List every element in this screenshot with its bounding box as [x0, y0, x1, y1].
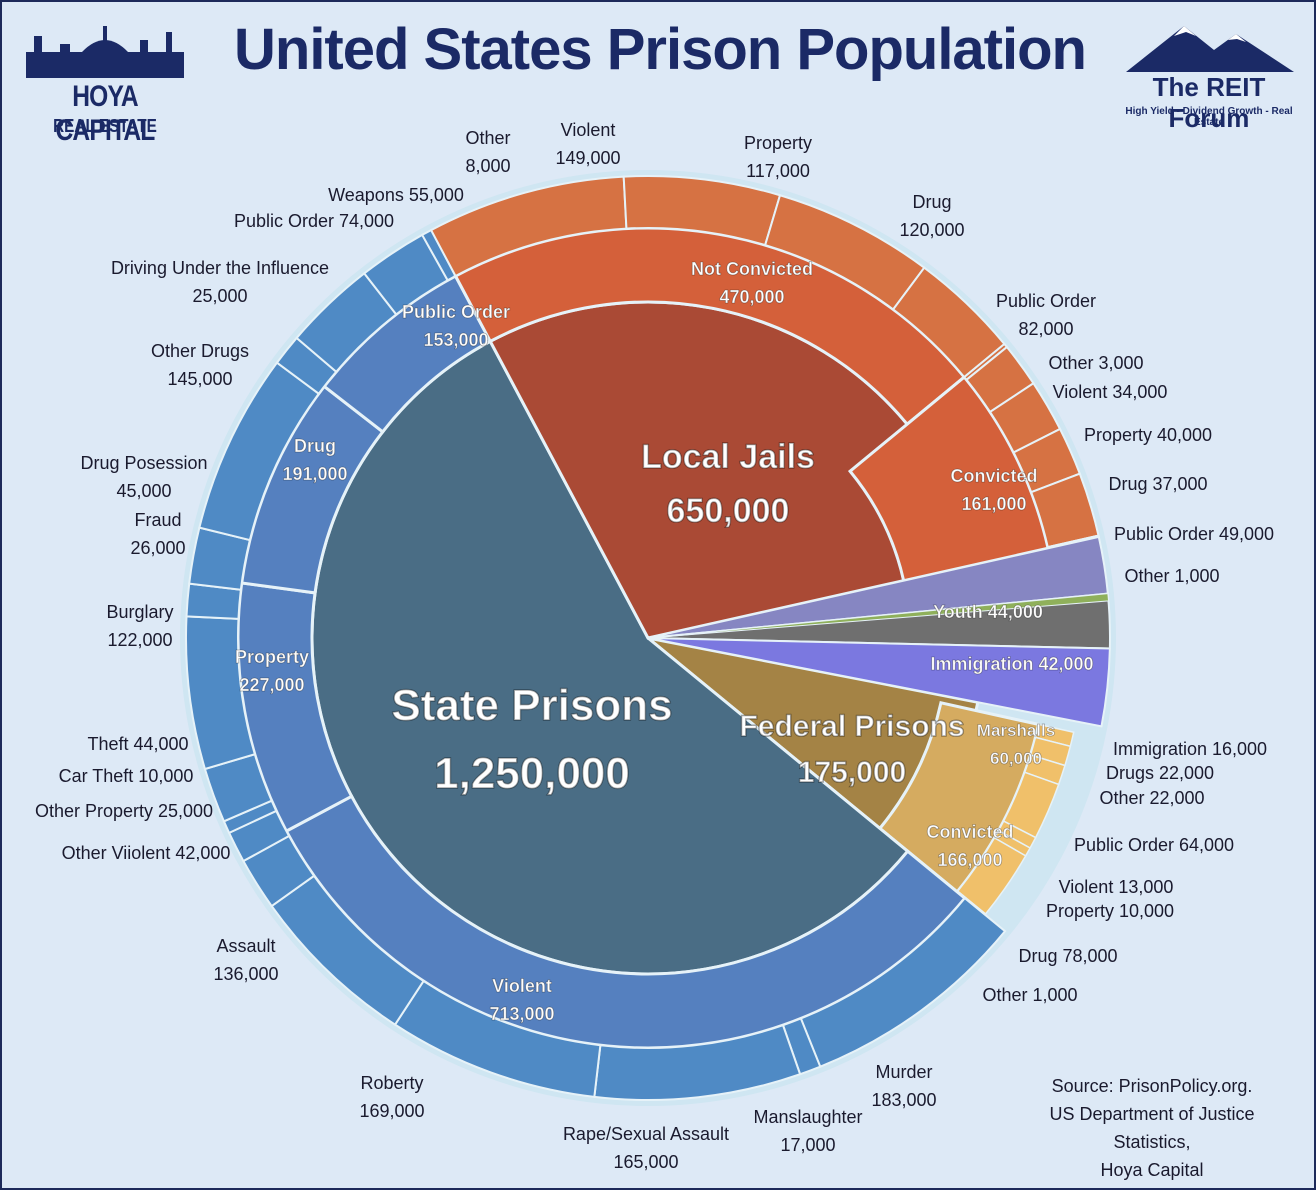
- label-federal-prisons-value: 175,000: [798, 756, 906, 789]
- label-outer-federal-prisons-violent-31: Violent 13,000: [1059, 877, 1174, 897]
- label-immigration: Immigration 42,000: [930, 654, 1093, 674]
- label-outer-federal-prisons-immigration-27: Immigration 16,000: [1113, 739, 1267, 759]
- label-local-jails-value: 650,000: [667, 492, 790, 530]
- label-outer-local-jails-public-order-20: Public Order: [996, 291, 1096, 311]
- label-outer-local-jails-property-18-value: 117,000: [746, 161, 810, 181]
- label-outer-state-prisons-other-viiolent-5: Other Viiolent 42,000: [62, 843, 231, 863]
- label-mid-property-value: 227,000: [239, 675, 304, 695]
- source-note: Source: PrisonPolicy.org. US Department …: [1022, 1072, 1282, 1184]
- label-outer-state-prisons-other-16: Other: [465, 128, 510, 148]
- label-mid-convicted-value: 161,000: [961, 494, 1026, 514]
- label-local-jails: Local Jails: [641, 438, 815, 476]
- inner-slice-marshalls: [647, 637, 1111, 728]
- label-outer-state-prisons-fraud-10: Fraud: [134, 510, 181, 530]
- label-outer-local-jails-drug-24: Drug 37,000: [1108, 474, 1207, 494]
- label-mid-public-order: Public Order: [402, 302, 510, 322]
- source-line: Hoya Capital: [1100, 1160, 1204, 1180]
- label-outer-state-prisons-burglary-9: Burglary: [106, 602, 173, 622]
- label-marshalls-value: 60,000: [990, 749, 1042, 768]
- label-outer-local-jails-violent-17: Violent: [561, 120, 616, 140]
- label-mid-violent-value: 713,000: [489, 1004, 554, 1024]
- label-marshalls: Marshalls: [977, 721, 1055, 740]
- label-outer-local-jails-public-order-25: Public Order 49,000: [1114, 524, 1274, 544]
- label-mid-not-convicted: Not Convicted: [691, 259, 813, 279]
- label-outer-state-prisons-weapons-15: Weapons 55,000: [328, 185, 464, 205]
- label-state-prisons: State Prisons: [391, 681, 672, 730]
- label-outer-local-jails-property-23: Property 40,000: [1084, 425, 1212, 445]
- label-outer-state-prisons-assault-4: Assault: [216, 936, 275, 956]
- label-mid-convicted-value: 166,000: [937, 850, 1002, 870]
- label-outer-local-jails-drug-19: Drug: [912, 192, 951, 212]
- hoya-logo-line1: HOYA CAPITAL: [55, 80, 155, 147]
- label-federal-prisons: Federal Prisons: [739, 710, 964, 743]
- label-outer-state-prisons-other-property-6: Other Property 25,000: [35, 801, 213, 821]
- label-outer-federal-prisons-drugs-28: Drugs 22,000: [1106, 763, 1214, 783]
- label-outer-state-prisons-roberty-3-value: 169,000: [359, 1101, 424, 1121]
- page-title: United States Prison Population: [234, 17, 1087, 82]
- label-outer-local-jails-violent-22: Violent 34,000: [1053, 382, 1168, 402]
- label-outer-state-prisons-fraud-10-value: 26,000: [130, 538, 185, 558]
- inner-slice-other-green: [647, 593, 1110, 639]
- label-mid-convicted: Convicted: [926, 822, 1013, 842]
- label-outer-state-prisons-public-order-14: Public Order 74,000: [234, 211, 394, 231]
- mountain-icon: [1126, 26, 1294, 72]
- reit-logo-line1: The REIT Forum: [1152, 72, 1266, 133]
- label-outer-local-jails-public-order-20-value: 82,000: [1018, 319, 1073, 339]
- label-outer-state-prisons-other-drugs-12: Other Drugs: [151, 341, 249, 361]
- hoya-capital-logo: HOYA CAPITAL REAL ESTATE: [20, 22, 190, 147]
- label-mid-property: Property: [235, 647, 309, 667]
- label-outer-state-prisons-other-drugs-12-value: 145,000: [167, 369, 232, 389]
- label-outer-state-prisons-drug-posession-11: Drug Posession: [80, 453, 207, 473]
- hoya-logo-line2: REAL ESTATE: [53, 116, 157, 136]
- label-state-prisons-value: 1,250,000: [434, 749, 630, 798]
- label-outer-state-prisons-rape-sexual-assault-2: Rape/Sexual Assault: [563, 1124, 729, 1144]
- label-mid-violent: Violent: [492, 976, 552, 996]
- label-outer-federal-prisons-drug-33: Drug 78,000: [1018, 946, 1117, 966]
- label-outer-state-prisons-driving-under-the-influence-13-value: 25,000: [192, 286, 247, 306]
- label-outer-local-jails-other-21: Other 3,000: [1048, 353, 1143, 373]
- label-outer-state-prisons-rape-sexual-assault-2-value: 165,000: [613, 1152, 678, 1172]
- label-mid-not-convicted-value: 470,000: [719, 287, 784, 307]
- label-youth: Youth 44,000: [933, 602, 1043, 622]
- label-outer-federal-prisons-other-29: Other 22,000: [1099, 788, 1204, 808]
- label-outer-state-prisons-manslaughter-1-value: 17,000: [780, 1135, 835, 1155]
- label-outer-state-prisons-driving-under-the-influence-13: Driving Under the Influence: [111, 258, 329, 278]
- label-outer-federal-prisons-other-34: Other 1,000: [982, 985, 1077, 1005]
- label-outer-local-jails-other-26: Other 1,000: [1124, 566, 1219, 586]
- label-outer-state-prisons-murder-0: Murder: [875, 1062, 932, 1082]
- label-mid-public-order-value: 153,000: [423, 330, 488, 350]
- label-outer-state-prisons-theft-8: Theft 44,000: [87, 734, 188, 754]
- label-outer-state-prisons-other-16-value: 8,000: [465, 156, 510, 176]
- label-outer-local-jails-property-18: Property: [744, 133, 812, 153]
- reit-forum-logo: The REIT Forum High Yield - Dividend Gro…: [1114, 20, 1304, 133]
- skyline-icon: [26, 26, 184, 78]
- label-outer-local-jails-violent-17-value: 149,000: [555, 148, 620, 168]
- source-line: Source: PrisonPolicy.org.: [1051, 1076, 1253, 1096]
- label-outer-state-prisons-burglary-9-value: 122,000: [107, 630, 172, 650]
- reit-logo-line2: High Yield - Dividend Growth - Real Esta…: [1125, 106, 1293, 128]
- source-line: US Department of Justice Statistics,: [1049, 1104, 1255, 1152]
- label-outer-state-prisons-roberty-3: Roberty: [360, 1073, 423, 1093]
- label-mid-convicted: Convicted: [950, 466, 1037, 486]
- label-outer-state-prisons-drug-posession-11-value: 45,000: [116, 481, 171, 501]
- label-outer-federal-prisons-public-order-30: Public Order 64,000: [1074, 835, 1234, 855]
- label-mid-drug: Drug: [294, 436, 336, 456]
- label-outer-state-prisons-manslaughter-1: Manslaughter: [753, 1107, 862, 1127]
- label-mid-drug-value: 191,000: [282, 464, 347, 484]
- label-outer-state-prisons-murder-0-value: 183,000: [871, 1090, 936, 1110]
- label-outer-state-prisons-car-theft-7: Car Theft 10,000: [59, 766, 194, 786]
- label-outer-state-prisons-assault-4-value: 136,000: [213, 964, 278, 984]
- label-outer-federal-prisons-property-32: Property 10,000: [1046, 901, 1174, 921]
- label-outer-local-jails-drug-19-value: 120,000: [899, 220, 964, 240]
